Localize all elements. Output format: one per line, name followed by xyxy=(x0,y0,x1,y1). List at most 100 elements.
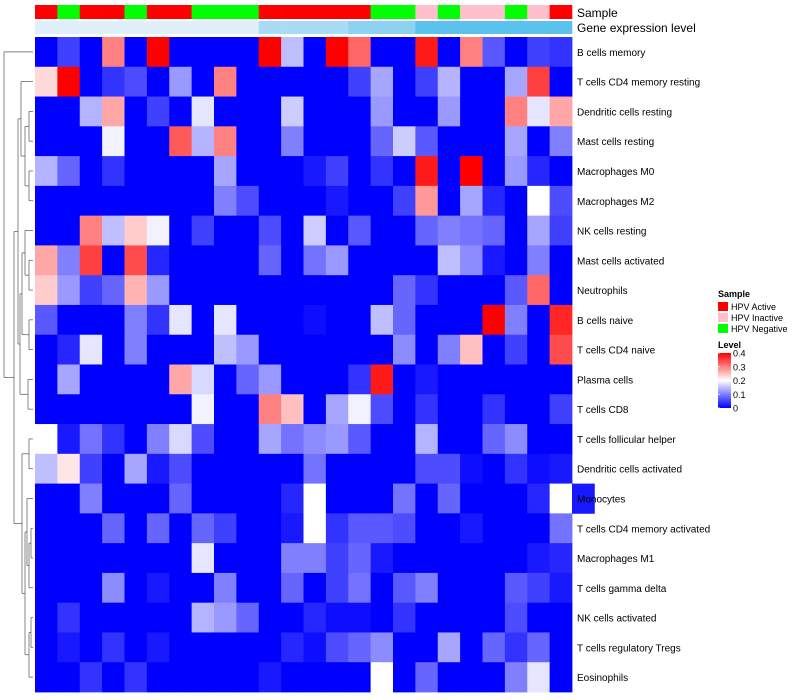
heatmap-cell xyxy=(325,304,349,336)
heatmap-cell xyxy=(437,424,461,455)
heatmap-cell xyxy=(169,66,193,97)
heatmap-cell xyxy=(415,602,439,633)
heatmap-cell xyxy=(146,245,170,276)
row-label: Neutrophils xyxy=(577,286,628,297)
heatmap-cell xyxy=(236,662,260,693)
heatmap-cell xyxy=(527,572,551,604)
heatmap-cell xyxy=(214,364,237,395)
heatmap-cell xyxy=(325,215,349,246)
heatmap-cell xyxy=(214,96,237,127)
heatmap-cell xyxy=(460,304,483,336)
heatmap-cell xyxy=(415,662,439,693)
heatmap-cell xyxy=(325,245,349,276)
heatmap-cell xyxy=(415,543,439,574)
heatmap-cell xyxy=(124,215,148,246)
heatmap-cell xyxy=(258,453,282,484)
heatmap-cell xyxy=(482,245,506,276)
heatmap-cell xyxy=(35,304,58,336)
heatmap-cell xyxy=(303,156,327,187)
expression-level-annotation-cell xyxy=(370,21,394,34)
heatmap-cell xyxy=(214,483,237,514)
heatmap-cell xyxy=(169,364,193,395)
heatmap-cell xyxy=(281,394,304,425)
row-label: B cells naive xyxy=(577,316,634,327)
row-label: Macrophages M0 xyxy=(577,167,655,178)
heatmap-cell xyxy=(146,513,170,544)
heatmap-cell xyxy=(370,37,394,68)
heatmap-cell xyxy=(35,66,58,97)
sample-annotation-cell xyxy=(191,5,215,19)
heatmap-cell xyxy=(281,483,304,514)
heatmap-cell xyxy=(527,96,551,127)
heatmap-cell xyxy=(504,424,528,455)
heatmap-cell xyxy=(504,245,528,276)
heatmap-cell xyxy=(504,364,528,395)
heatmap-cell xyxy=(325,602,349,633)
heatmap-cell xyxy=(214,424,237,455)
row-label: Dendritic cells activated xyxy=(577,465,682,476)
sample-annotation-cell xyxy=(146,5,170,19)
heatmap-cell xyxy=(146,483,170,514)
heatmap-cell xyxy=(214,304,237,336)
heatmap-cell xyxy=(146,156,170,187)
row-label: T cells regulatory Tregs xyxy=(577,643,681,654)
heatmap-cell xyxy=(549,513,573,544)
row-label: Macrophages M2 xyxy=(577,197,655,208)
heatmap-cell xyxy=(393,424,416,455)
heatmap-cells xyxy=(35,37,595,693)
row-label: T cells CD4 naive xyxy=(577,346,656,357)
heatmap-cell xyxy=(214,513,237,544)
heatmap-cell xyxy=(281,543,304,574)
heatmap-cell xyxy=(281,602,304,633)
heatmap-cell xyxy=(303,543,327,574)
heatmap-cell xyxy=(325,156,349,187)
heatmap-cell xyxy=(460,394,483,425)
heatmap-cell xyxy=(102,156,125,187)
heatmap-cell xyxy=(79,96,103,127)
heatmap-cell xyxy=(549,662,573,693)
heatmap-cell xyxy=(303,662,327,693)
heatmap-cell xyxy=(482,483,506,514)
heatmap-cell xyxy=(236,483,260,514)
heatmap-cell xyxy=(35,513,58,544)
sample-legend-label: HPV Inactive xyxy=(731,313,783,323)
sample-annotation-cell xyxy=(258,5,282,19)
heatmap-cell xyxy=(348,602,372,633)
sample-annotation-cell xyxy=(214,5,237,19)
heatmap-cell xyxy=(124,513,148,544)
heatmap-cell xyxy=(437,632,461,663)
expression-level-annotation-cell xyxy=(146,21,170,34)
heatmap-cell xyxy=(460,424,483,455)
heatmap-cell xyxy=(437,37,461,68)
heatmap-cell xyxy=(415,483,439,514)
level-colorbar xyxy=(718,353,731,408)
heatmap-cell xyxy=(146,632,170,663)
heatmap-cell xyxy=(504,483,528,514)
expression-level-annotation-cell xyxy=(35,21,58,34)
sample-annotation-cell xyxy=(549,5,573,19)
heatmap-cell xyxy=(236,245,260,276)
row-label: Mast cells resting xyxy=(577,137,654,148)
heatmap-cell xyxy=(348,66,372,97)
heatmap-cell xyxy=(258,37,282,68)
heatmap-cell xyxy=(415,453,439,484)
heatmap-cell xyxy=(504,662,528,693)
heatmap-cell xyxy=(258,185,282,217)
heatmap-cell xyxy=(191,66,215,97)
heatmap-cell xyxy=(303,304,327,336)
heatmap-cell xyxy=(258,602,282,633)
heatmap-cell xyxy=(482,572,506,604)
heatmap-cell xyxy=(325,632,349,663)
heatmap-cell xyxy=(393,96,416,127)
heatmap-cell xyxy=(169,126,193,157)
row-label: T cells gamma delta xyxy=(577,584,667,595)
heatmap-cell xyxy=(124,156,148,187)
heatmap-cell xyxy=(325,572,349,604)
heatmap-cell xyxy=(504,185,528,217)
heatmap-cell xyxy=(527,245,551,276)
heatmap-cell xyxy=(303,37,327,68)
heatmap-cell xyxy=(79,126,103,157)
heatmap-cell xyxy=(281,662,304,693)
heatmap-cell xyxy=(102,215,125,246)
